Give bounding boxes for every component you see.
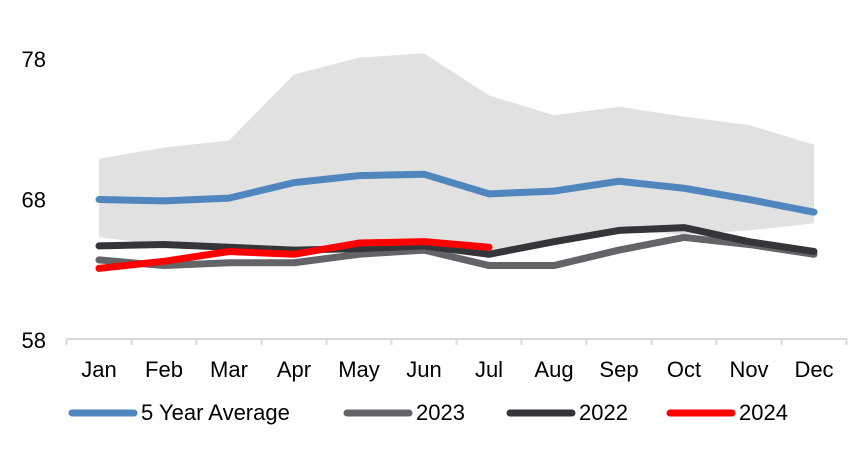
x-axis-label: Apr: [277, 357, 311, 382]
legend-item-2024: 2024: [665, 399, 788, 427]
legend-label-2023: 2023: [416, 400, 465, 425]
series-line-2023: [95, 233, 818, 270]
y-axis-label: 58: [22, 328, 46, 353]
legend-swatch-2023-icon: [343, 409, 413, 417]
series-line-2024: [95, 238, 493, 272]
x-axis-label: Nov: [729, 357, 768, 382]
y-axis-label: 68: [22, 188, 46, 213]
legend-item-5-year-average: 5 Year Average: [67, 399, 290, 427]
x-axis-label: Jan: [81, 357, 116, 382]
legend-swatch-5-year-average-icon: [68, 409, 138, 417]
legend-label-5-year-average: 5 Year Average: [141, 400, 290, 425]
chart-legend: 5 Year Average 2023 2022 2024: [0, 399, 852, 429]
legend-swatch-2022-icon: [506, 409, 576, 417]
x-axis-label: May: [338, 357, 380, 382]
x-axis-label: Mar: [210, 357, 248, 382]
series-line-5-year-average: [95, 170, 818, 216]
x-axis-label: Jun: [406, 357, 441, 382]
five-year-range-band: [99, 53, 814, 252]
y-axis-label: 78: [22, 47, 46, 72]
x-axis-label: Oct: [667, 357, 701, 382]
legend-label-2024: 2024: [739, 400, 788, 425]
x-axis-label: Feb: [145, 357, 183, 382]
x-axis-label: Jul: [475, 357, 503, 382]
legend-item-2022: 2022: [505, 399, 628, 427]
legend-label-2022: 2022: [579, 400, 628, 425]
x-axis-label: Sep: [599, 357, 638, 382]
legend-swatch-2024-icon: [666, 409, 736, 417]
legend-item-2023: 2023: [342, 399, 465, 427]
series-line-2022: [95, 224, 818, 258]
x-axis-label: Aug: [534, 357, 573, 382]
x-axis-label: Dec: [794, 357, 833, 382]
